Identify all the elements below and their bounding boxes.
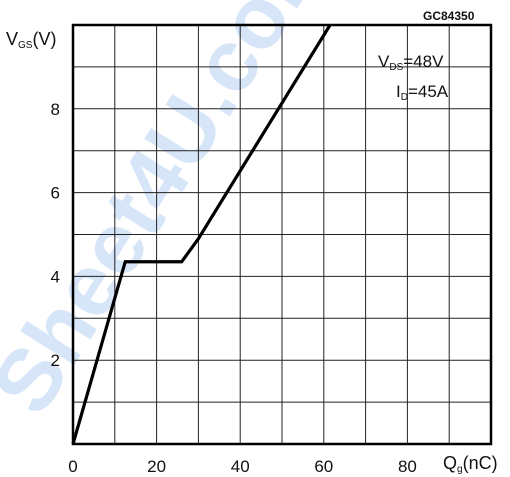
figure-code: GC84350 <box>423 9 475 23</box>
vgs-curve <box>71 24 332 445</box>
y-axis-label: VGS(V) <box>6 29 56 51</box>
condition-id: ID=45A <box>396 82 449 103</box>
x-axis-label: Qg(nC) <box>443 453 498 475</box>
y-tick-label: 2 <box>51 351 60 370</box>
y-tick-label: 4 <box>51 267 60 286</box>
series-layer <box>71 24 332 445</box>
x-tick-label: 0 <box>68 457 77 476</box>
y-tick-label: 8 <box>51 100 60 119</box>
y-tick-label: 6 <box>51 184 60 203</box>
plot-frame <box>71 23 493 446</box>
plot-border <box>71 23 493 446</box>
x-tick-label: 60 <box>314 457 333 476</box>
condition-vds: VDS=48V <box>378 52 444 73</box>
x-tick-label: 80 <box>398 457 417 476</box>
x-tick-label: 40 <box>231 457 250 476</box>
x-tick-label: 20 <box>147 457 166 476</box>
tick-labels: 0 20 40 60 80 2 4 6 8 <box>51 100 417 476</box>
grid <box>73 25 491 444</box>
